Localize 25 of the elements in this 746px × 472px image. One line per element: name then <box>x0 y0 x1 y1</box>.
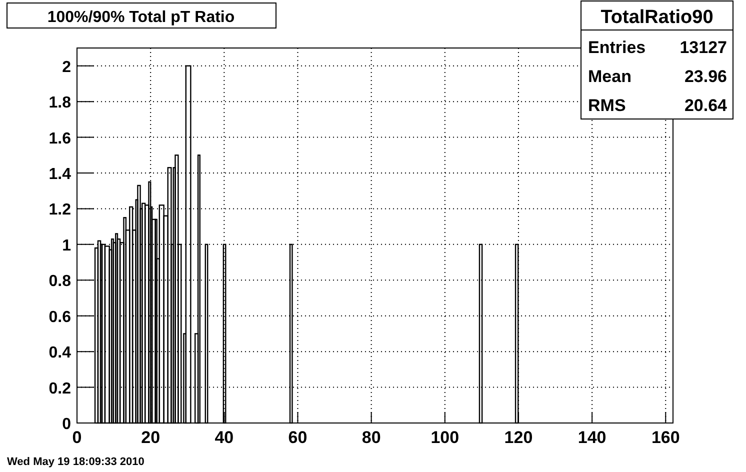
y-tick-label: 0 <box>62 416 72 433</box>
y-tick-label: 1.4 <box>48 166 72 183</box>
legend-title: TotalRatio90 <box>600 7 714 28</box>
x-tick-label: 140 <box>578 428 606 447</box>
y-tick-label: 0.2 <box>48 380 72 398</box>
y-tick-label: 1.6 <box>48 130 72 148</box>
x-tick-label: 100 <box>430 428 460 447</box>
x-tick-label: 20 <box>141 428 160 447</box>
x-tick-label: 40 <box>214 428 234 447</box>
y-tick-label: 1 <box>62 237 72 254</box>
text: RMS 20.64 <box>588 96 727 115</box>
x-tick-label: 160 <box>651 428 680 447</box>
y-tick-label: 2 <box>62 58 72 76</box>
text: Mean 23.96 <box>588 67 727 86</box>
y-tick-label: 0.8 <box>48 273 72 290</box>
y-tick-label: 0.6 <box>48 308 72 326</box>
y-tick-label: 1.8 <box>48 94 72 112</box>
x-tick-label: 60 <box>288 428 308 447</box>
chart-title: 100%/90% Total pT Ratio <box>47 9 235 26</box>
x-tick-label: 120 <box>504 428 533 447</box>
x-tick-label: 80 <box>362 428 381 447</box>
y-tick-label: 0.4 <box>48 344 72 362</box>
text: Entries 13127 <box>588 38 727 57</box>
y-tick-label: 1.2 <box>48 202 72 219</box>
text: Wed May 19 18:09:33 2010 <box>7 456 144 468</box>
